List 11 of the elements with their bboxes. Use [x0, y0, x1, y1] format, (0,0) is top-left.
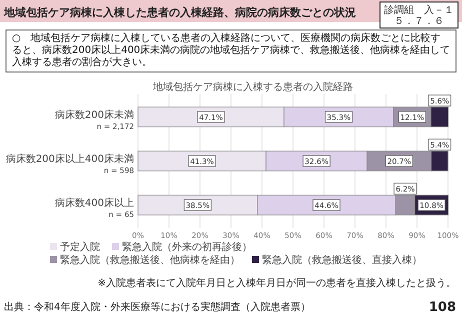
- text: ○ 地域包括ケア病棟に入棟している患者の入棟経路について、医療機関の病床数ごとに比較すると、病床数200床以上400床未満の病院の地域包括ケア病棟で、救急搬送後、他病棟を経由して入棟する患者の割合が大きい。: [12, 32, 450, 68]
- text: 108: [428, 300, 456, 315]
- legend-label: 予定入院: [60, 241, 100, 253]
- legend-label: 緊急入院（救急搬送後、直接入棟）: [262, 254, 422, 266]
- text: ※入院患者表にて入院年月日と入棟年月日が同一の患者を直接入棟したと扱う。: [98, 277, 456, 289]
- text: 診調組 入－１５．７．６: [384, 4, 454, 27]
- source-note: 出典：令和4年度入院・外来医療等における実態調査（入院患者票）: [4, 301, 310, 313]
- chart-title: 地域包括ケア病棟に入棟した患者の入棟経路、病院の病床数ごとの状況: [3, 6, 356, 19]
- legend-label: 緊急入院（救急搬送後、他病棟を経由）: [60, 254, 240, 266]
- legend-label: 緊急入院（外来の初再診後）: [122, 241, 252, 253]
- chart-subtitle: 地域包括ケア病棟に入棟する患者の入院経路: [152, 81, 353, 93]
